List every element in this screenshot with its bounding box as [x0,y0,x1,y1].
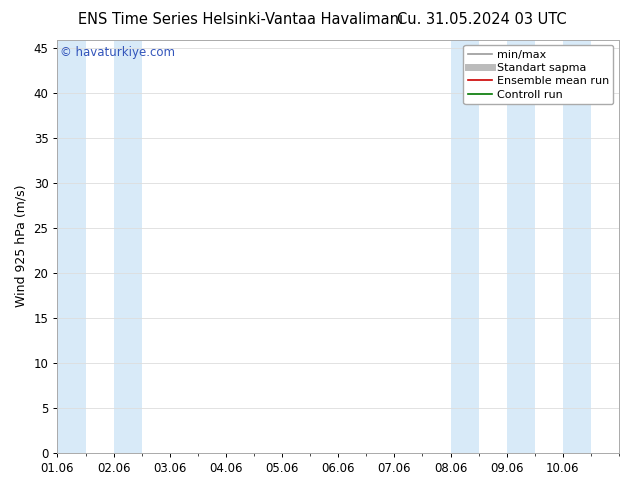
Text: © havaturkiye.com: © havaturkiye.com [60,46,175,59]
Bar [451,40,479,453]
Bar [563,40,591,453]
Text: ENS Time Series Helsinki-Vantaa Havalimanı: ENS Time Series Helsinki-Vantaa Havalima… [79,12,403,27]
Bar [58,40,86,453]
Text: Cu. 31.05.2024 03 UTC: Cu. 31.05.2024 03 UTC [397,12,567,27]
Bar [507,40,534,453]
Y-axis label: Wind 925 hPa (m/s): Wind 925 hPa (m/s) [15,185,28,308]
Bar [113,40,141,453]
Legend: min/max, Standart sapma, Ensemble mean run, Controll run: min/max, Standart sapma, Ensemble mean r… [463,45,614,104]
